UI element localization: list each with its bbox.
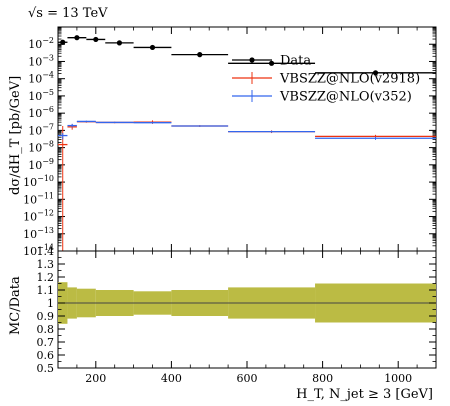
ratio-panel: 0.50.60.70.80.911.11.21.31.4 200 400 600 80… [8,245,437,402]
main-y-tick-label: 10−4 [28,71,54,86]
ratio-y-tick-label: 1 [47,297,54,310]
ratio-y-tick-label: 0.8 [37,323,55,336]
main-y-tick-label: 10−7 [28,122,54,137]
main-y-tick-label: 10−9 [28,157,54,172]
series-vbszz-nlo-v2918- [58,120,436,251]
energy-label: √s = 13 TeV [28,6,108,21]
data-point [149,44,156,51]
data-point [60,39,66,45]
main-y-tick-label: 10−6 [28,105,54,120]
ratio-y-tick-label: 0.7 [37,336,55,349]
data-point [268,60,275,66]
main-series [58,35,436,251]
data-point [116,40,123,46]
main-y-tick-label: 10−12 [23,209,54,224]
x-tick-label: 400 [161,372,182,385]
ratio-y-ticks: 0.50.60.70.80.911.11.21.31.4 [37,245,436,375]
x-tick-label: 800 [312,372,333,385]
legend-marker [249,57,255,63]
legend-label: Data [280,54,311,69]
ratio-y-tick-label: 0.5 [37,362,55,375]
main-y-tick-label: 10−11 [23,191,54,206]
main-y-tick-label: 10−2 [28,36,54,51]
main-x-ticks [57,27,437,251]
main-y-tick-label: 10−10 [23,174,54,189]
main-y-tick-label: 10−8 [28,140,54,155]
main-y-ticks: 10−14 10−13 10−12 10−11 10−10 10−9 10−8 10−7 10−… [23,27,436,258]
ratio-y-tick-label: 1.2 [37,271,55,284]
main-panel: 10−14 10−13 10−12 10−11 10−10 10−9 10−8 10−7 10−… [8,26,437,258]
data-point [74,35,80,41]
x-axis-label: H_T, N_jet ≥ 3 [GeV] [296,387,433,402]
main-y-tick-label: 10−13 [23,226,54,241]
series-data [58,35,436,76]
x-tick-label: 200 [85,372,106,385]
data-point [93,36,99,43]
main-y-tick-label: 10−3 [28,53,54,68]
legend-label: VBSZZ@NLO(v2918) [279,72,420,87]
main-y-tick-label: 10−14 [23,243,54,258]
ratio-band [58,282,436,324]
x-tick-label: 1000 [384,372,412,385]
legend-item: VBSZZ@NLO(v2918) [232,72,420,87]
legend-item: Data [232,54,311,69]
data-point [372,70,379,76]
main-y-tick-label: 10−5 [28,88,54,103]
ratio-x-ticks: 200 400 600 800 1000 [57,251,437,385]
ratio-y-tick-label: 1.1 [37,284,55,297]
legend: Data VBSZZ@NLO(v2918) VBSZZ@NLO(v352) [232,54,420,105]
legend-label: VBSZZ@NLO(v352) [279,90,412,105]
ratio-y-tick-label: 0.9 [37,310,55,323]
ratio-y-tick-label: 1.4 [37,245,55,258]
data-point [197,52,203,58]
main-y-axis-label: dσ/dH_T [pb/GeV] [8,76,23,195]
series-vbszz-nlo-v352- [58,120,436,140]
ratio-y-tick-label: 0.6 [37,349,55,362]
legend-item: VBSZZ@NLO(v352) [232,90,412,105]
x-tick-label: 600 [237,372,258,385]
ratio-y-axis-label: MC/Data [8,276,23,335]
ratio-y-tick-label: 1.3 [37,258,55,271]
